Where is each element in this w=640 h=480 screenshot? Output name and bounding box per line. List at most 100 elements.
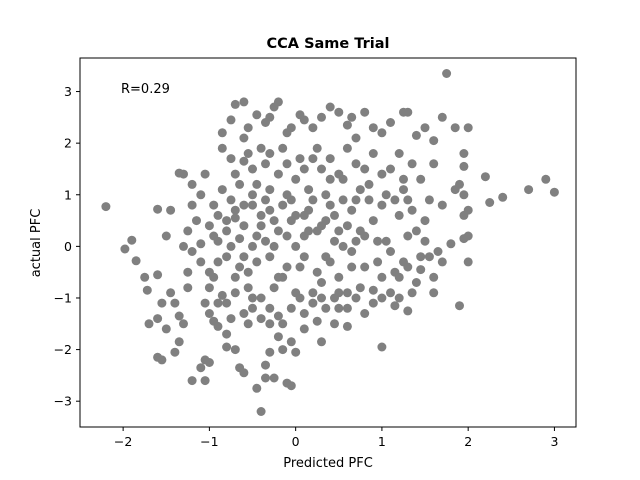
y-axis-ticks: −3 −2 −1 0 1 2 3 [54, 84, 80, 409]
scatter-point [381, 236, 391, 246]
y-tick-label: −3 [54, 394, 72, 409]
scatter-point [273, 272, 283, 282]
scatter-point [463, 231, 473, 241]
scatter-point [334, 303, 344, 313]
scatter-point [248, 190, 257, 200]
scatter-point [368, 123, 378, 133]
scatter-point [304, 185, 314, 195]
scatter-point [291, 210, 301, 220]
scatter-point [256, 143, 266, 153]
scatter-point [368, 285, 378, 295]
scatter-point [166, 205, 176, 215]
scatter-point [252, 257, 262, 267]
scatter-point [317, 293, 326, 303]
scatter-point [230, 345, 240, 355]
scatter-point [394, 149, 404, 158]
scatter-point [291, 174, 301, 184]
scatter-point [243, 123, 253, 133]
scatter-point [355, 226, 365, 236]
scatter-point [291, 241, 301, 251]
scatter-point [153, 314, 163, 324]
scatter-point [295, 262, 305, 272]
scatter-point [217, 290, 227, 300]
scatter-point [334, 169, 344, 179]
scatter-point [213, 210, 223, 220]
scatter-point [204, 309, 214, 318]
scatter-point [437, 257, 447, 267]
scatter-point [377, 293, 387, 303]
scatter-point [338, 241, 348, 251]
scatter-point [312, 316, 322, 326]
scatter-point [204, 283, 214, 293]
scatter-point [459, 161, 469, 171]
scatter-point [239, 156, 249, 166]
plot-frame [79, 57, 577, 428]
scatter-point [308, 288, 318, 298]
x-axis-label: Predicted PFC [283, 456, 373, 471]
scatter-point [166, 288, 176, 298]
scatter-point [196, 190, 206, 200]
scatter-point [437, 112, 447, 122]
scatter-point [282, 190, 292, 200]
scatter-point [273, 226, 283, 236]
scatter-point [437, 200, 447, 210]
scatter-point [273, 169, 283, 179]
scatter-point [217, 128, 227, 138]
scatter-point [265, 303, 275, 313]
y-tick-label: −1 [54, 290, 72, 305]
scatter-point [273, 311, 283, 321]
scatter-point [342, 288, 352, 298]
scatter-point [351, 195, 361, 205]
scatter-point [200, 169, 210, 179]
scatter-point [394, 272, 404, 282]
scatter-point [226, 154, 236, 164]
scatter-point [308, 154, 318, 164]
scatter-point [351, 293, 361, 303]
scatter-point [204, 221, 214, 231]
scatter-point [196, 239, 206, 249]
scatter-point [424, 195, 434, 205]
scatter-point [321, 216, 331, 226]
scatter-point [153, 204, 163, 214]
scatter-point [416, 174, 426, 184]
scatter-point [308, 298, 318, 308]
scatter-point [299, 309, 309, 318]
scatter-point [222, 252, 232, 262]
scatter-point [325, 154, 335, 164]
scatter-point [196, 257, 206, 267]
scatter-point [368, 216, 378, 226]
scatter-point [213, 257, 223, 267]
scatter-point [347, 262, 357, 272]
scatter-point [390, 301, 400, 311]
scatter-point [407, 159, 417, 169]
scatter-point [222, 226, 232, 236]
scatter-point [265, 347, 275, 357]
scatter-point [377, 342, 387, 352]
chart-title: CCA Same Trial [267, 36, 390, 52]
scatter-point [360, 262, 370, 272]
scatter-point [403, 195, 413, 205]
scatter-point [549, 187, 559, 197]
scatter-point [157, 298, 167, 308]
scatter-point [222, 298, 232, 308]
scatter-point [325, 102, 335, 112]
scatter-point [455, 179, 464, 189]
scatter-point [174, 311, 184, 321]
scatter-point [273, 97, 283, 107]
scatter-point [239, 133, 249, 143]
scatter-point [248, 293, 257, 303]
scatter-point [394, 210, 404, 220]
scatter-point [282, 262, 292, 272]
scatter-point [265, 205, 275, 215]
scatter-point [334, 272, 344, 282]
scatter-point [217, 185, 227, 195]
scatter-point [420, 123, 430, 133]
scatter-point [450, 123, 460, 133]
scatter-point [269, 283, 279, 293]
x-axis-ticks: −2 −1 0 1 2 3 [114, 427, 558, 449]
scatter-point [235, 234, 245, 244]
scatter-point [261, 159, 270, 169]
data-points [101, 69, 559, 416]
scatter-point [377, 272, 387, 282]
scatter-point [312, 143, 322, 153]
